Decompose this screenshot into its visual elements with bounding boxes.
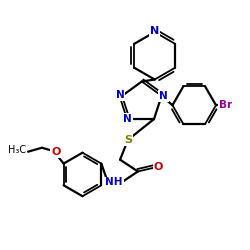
Text: H₃C: H₃C — [8, 145, 26, 155]
Text: N: N — [150, 26, 159, 36]
Text: N: N — [159, 91, 168, 101]
Text: Br: Br — [219, 100, 232, 110]
Text: N: N — [116, 90, 124, 100]
Text: O: O — [154, 162, 163, 172]
Text: NH: NH — [105, 177, 123, 187]
Text: N: N — [123, 114, 132, 124]
Text: S: S — [124, 135, 132, 145]
Text: O: O — [51, 147, 60, 157]
